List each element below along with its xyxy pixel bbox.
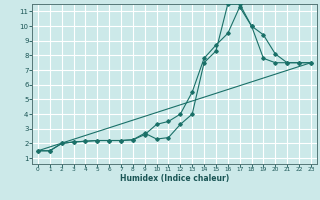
X-axis label: Humidex (Indice chaleur): Humidex (Indice chaleur) [120, 174, 229, 183]
